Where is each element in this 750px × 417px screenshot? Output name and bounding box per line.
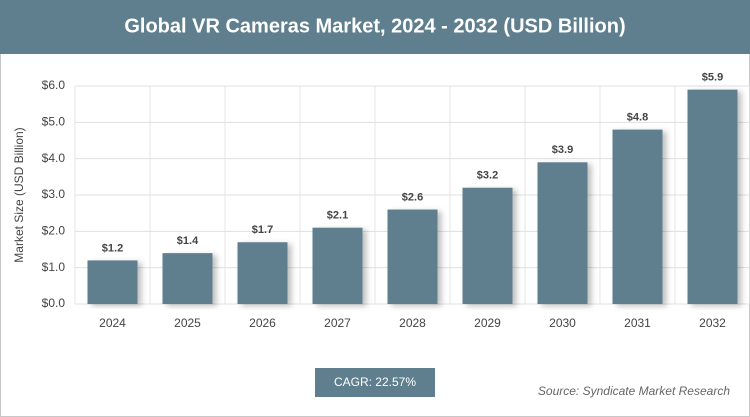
x-tick-label: 2029 [474,316,501,330]
bar [462,187,513,304]
bar [162,253,213,304]
y-tick-label: $0.0 [42,296,66,310]
y-tick-label: $1.0 [42,260,66,274]
value-label: $2.6 [402,191,423,203]
x-tick-label: 2030 [549,316,576,330]
value-label: $3.9 [552,144,573,156]
plot: $0.0 $1.0 $2.0 $3.0 $4.0 $5.0 $6.0 2024 $1.2 2025… [42,72,750,330]
cagr-box [315,368,435,397]
x-tick-label: 2032 [699,316,726,330]
bar [612,129,663,304]
source-note: Source: Syndicate Market Research [538,384,730,398]
y-tick-label: $3.0 [42,187,66,201]
x-tick-label: 2025 [174,316,201,330]
x-tick-label: 2024 [99,316,126,330]
x-tick-label: 2027 [324,316,351,330]
y-tick-label: $4.0 [42,151,66,165]
bar [537,162,588,304]
bar [237,242,288,304]
y-axis-label: Market Size (USD Billion) [12,127,26,262]
bar [687,89,738,304]
value-label: $1.4 [177,235,199,247]
x-tick-label: 2031 [624,316,651,330]
chart-title: Global VR Cameras Market, 2024 - 2032 (U… [124,15,625,37]
value-label: $2.1 [327,210,348,222]
value-label: $3.2 [477,170,498,182]
y-tick-label: $2.0 [42,224,66,238]
bar [312,227,363,304]
x-tick-label: 2028 [399,316,426,330]
y-tick-label: $5.0 [42,115,66,129]
bar [87,260,138,304]
value-label: $1.7 [252,224,273,236]
value-label: $1.2 [102,242,123,254]
y-tick-label: $6.0 [42,78,66,92]
value-label: $4.8 [627,112,648,124]
cagr-label: CAGR: 22.57% [334,375,416,389]
title-banner [0,0,750,54]
bar [387,209,438,304]
value-label: $5.9 [702,72,723,84]
x-tick-label: 2026 [249,316,276,330]
